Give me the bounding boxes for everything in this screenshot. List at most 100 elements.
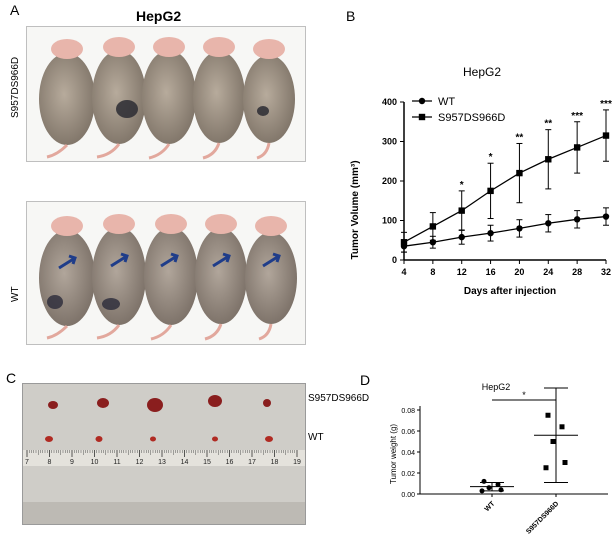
series-line-WT	[403, 215, 607, 247]
x-tick-label: 4	[401, 267, 406, 277]
y-tick-label: 0.06	[401, 429, 415, 436]
legend-label: WT	[438, 96, 455, 108]
data-point	[573, 144, 581, 151]
mice-photo-mutant	[26, 26, 306, 162]
ruler-number: 10	[91, 459, 99, 466]
y-axis-label: Tumor Volume (mm³)	[350, 160, 361, 259]
ruler-number: 7	[25, 459, 29, 466]
y-tick-label: 0.00	[401, 492, 415, 499]
mouse-figure	[39, 50, 295, 145]
y-tick-label: 0	[392, 255, 397, 265]
ruler	[23, 450, 305, 466]
data-point	[516, 225, 523, 232]
chart-axes: 0.00 0.02 0.04 0.06 0.08 WT S957DS966D	[401, 406, 608, 536]
data-point	[559, 424, 565, 430]
data-point	[545, 156, 552, 163]
y-tick-label: 300	[382, 137, 397, 147]
significance-label: **	[516, 132, 524, 143]
significance-label: **	[544, 119, 552, 130]
data-point	[545, 220, 552, 227]
data-point	[562, 460, 568, 465]
tumor-volume-chart: HepG2 Tumor Volume (mm³) Days after inje…	[350, 65, 612, 297]
data-point	[429, 223, 437, 230]
data-point	[516, 169, 523, 177]
ruler-number: 17	[248, 459, 256, 466]
ruler-number: 13	[158, 459, 166, 466]
data-point	[486, 485, 492, 491]
mice-illustration-wt	[39, 214, 297, 341]
ruler-number: 12	[136, 459, 144, 466]
mouse-tails	[46, 142, 271, 160]
data-point	[458, 233, 465, 241]
chart-legend: WT S957DS966D	[412, 96, 505, 124]
significance-label: *	[489, 152, 493, 163]
y-axis-label: Tumor weight (g)	[389, 424, 398, 485]
panel-label-c: C	[6, 370, 17, 386]
mouse-heads	[51, 214, 287, 236]
chart-plot-area: *	[470, 387, 578, 494]
ruler-number: 19	[293, 459, 301, 466]
significance-label: ***	[600, 99, 612, 110]
chart-axes: 0 100 200 300 400 4 8 12 16 20 24 28 32	[382, 97, 611, 277]
ruler-number: 15	[203, 459, 211, 466]
panel-a-top-row-label: S957DS966D	[10, 56, 21, 118]
data-point	[481, 478, 487, 484]
ruler-number: 9	[70, 459, 74, 466]
x-tick-label: 24	[543, 267, 553, 277]
data-point	[543, 465, 549, 471]
panel-label-d: D	[360, 372, 371, 388]
y-tick-label: 0.08	[401, 408, 415, 415]
significance-label: ***	[571, 111, 583, 122]
legend-marker	[418, 97, 426, 105]
mice-photo-wt	[26, 201, 306, 345]
data-point	[487, 229, 494, 237]
tumor-illustration: 7 8 9 10 11 12 13 14 15 16 17 18 19	[23, 384, 305, 524]
significance-label: *	[460, 180, 464, 191]
ruler-number: 8	[48, 459, 52, 466]
x-tick-label: S957DS966D	[525, 500, 560, 535]
legend-marker	[418, 113, 426, 121]
data-point	[550, 439, 556, 444]
y-tick-label: 0.04	[401, 450, 415, 457]
data-point	[458, 207, 465, 214]
data-point	[479, 488, 485, 494]
tumor-weight-chart: HepG2 Tumor weight (g) 0.000.020.040.060…	[389, 382, 608, 536]
mouse-figure	[39, 227, 297, 326]
ruler-ticks: 7 8 9 10 11 12 13 14 15 16 17 18 19	[25, 450, 301, 466]
data-point	[545, 412, 551, 418]
arrow-icon	[58, 252, 281, 270]
chart-plot-area: ************	[400, 99, 612, 253]
x-tick-label: 28	[572, 267, 582, 277]
x-tick-label: 8	[430, 267, 435, 277]
panel-label-a: A	[10, 2, 20, 18]
tumor-photo: 7 8 9 10 11 12 13 14 15 16 17 18 19	[22, 383, 306, 525]
mouse-heads	[51, 37, 285, 59]
x-tick-label: 32	[601, 267, 611, 277]
series-line-S957DS966D	[403, 134, 607, 243]
tumor-label-wt: WT	[308, 432, 324, 443]
x-axis-label: Days after injection	[464, 286, 556, 297]
ruler-number: 16	[226, 459, 234, 466]
tumor-marks	[116, 100, 269, 118]
chart-title: HepG2	[463, 65, 501, 79]
mice-illustration-mutant	[39, 37, 295, 160]
data-point	[498, 487, 504, 493]
panel-a-title: HepG2	[136, 8, 182, 24]
data-point	[487, 187, 494, 195]
y-tick-label: 100	[382, 216, 397, 226]
panel-a-bottom-row-label: WT	[10, 286, 21, 302]
x-tick-label: 12	[457, 267, 467, 277]
data-point	[400, 239, 408, 246]
mouse-tails	[46, 323, 273, 341]
x-tick-label: 16	[486, 267, 496, 277]
ruler-number: 18	[271, 459, 279, 466]
chart-title: HepG2	[482, 382, 511, 392]
y-tick-label: 0.02	[401, 471, 415, 478]
significance-label: *	[522, 390, 526, 400]
data-point	[602, 132, 610, 139]
ruler-number: 11	[113, 459, 120, 466]
y-tick-label: 200	[382, 176, 397, 186]
tumor-samples-wt	[45, 436, 273, 442]
x-tick-label: WT	[484, 500, 497, 513]
panel-label-b: B	[346, 8, 356, 24]
